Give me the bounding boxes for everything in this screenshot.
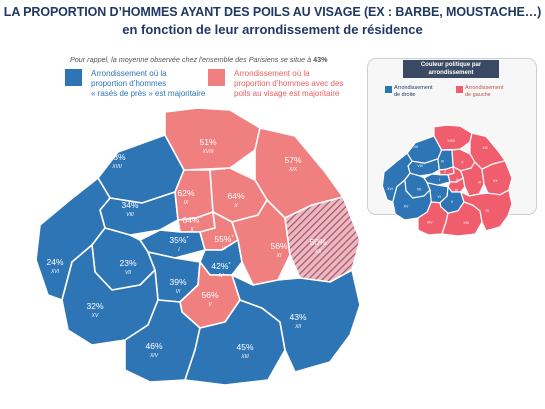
legend-hairy-line-2: proportion d’hommes avec des	[234, 79, 344, 88]
inset-district-xi-label: XI	[478, 181, 481, 185]
legend-shaved-line-1: Arrondissement où la	[91, 69, 167, 78]
district-vi-numeral: VI	[176, 289, 181, 295]
district-i-value: 35%*	[169, 235, 189, 245]
inset-legend-left-label: Arrondissement de gauche	[465, 85, 504, 98]
district-xvii-value: 38%	[108, 152, 125, 162]
district-xii-value: 43%	[289, 312, 306, 322]
district-iii-numeral: III	[222, 246, 227, 252]
average-note: Pour rappel, la moyenne observée chez l'…	[70, 55, 327, 64]
legend-shaved-line-2: proportion d’hommes	[91, 79, 167, 88]
district-ix-value: 62%	[177, 188, 194, 198]
district-x-value: 64%	[227, 191, 244, 201]
district-iv-numeral: IV	[219, 273, 224, 279]
district-xix-numeral: XIX	[288, 167, 298, 173]
district-xiv-value: 46%	[145, 341, 162, 351]
district-xx-numeral: XX	[314, 249, 322, 255]
inset-district-xviii	[433, 124, 473, 151]
district-ii-value: 64%*	[182, 215, 202, 225]
inset-legend-left-swatch	[456, 86, 463, 93]
legend-shaved-label: Arrondissement où la proportion d’hommes…	[91, 69, 205, 99]
district-x-numeral: X	[233, 203, 238, 209]
title-line-1: LA PROPORTION D’HOMMES AYANT DES POILS A…	[3, 5, 542, 19]
legend-hairy-line-1: Arrondissement où la	[234, 69, 310, 78]
district-xi-numeral: XI	[276, 253, 282, 259]
inset-legend-right-label: Arrondissement de droite	[394, 85, 433, 98]
district-xix-value: 57%	[284, 155, 301, 165]
district-vii-numeral: VII	[125, 270, 132, 276]
inset-legend-left-line-1: Arrondissement	[465, 85, 504, 91]
district-xviii-value: 51%	[199, 137, 216, 147]
inset-district-xii-label: XII	[485, 209, 489, 213]
district-xv-value: 32%	[86, 301, 103, 311]
district-xv	[61, 244, 159, 346]
district-i-numeral: I	[178, 247, 180, 253]
average-note-text: Pour rappel, la moyenne observée chez l'…	[70, 55, 314, 64]
district-viii-value: 34%	[121, 200, 138, 210]
inset-district-xiii-label: XIII	[463, 221, 468, 225]
inset-legend-left-line-2: de gauche	[465, 91, 491, 98]
district-v-numeral: V	[208, 302, 212, 308]
inset-district-i-label: I	[439, 178, 440, 182]
inset-title-line-1: Couleur politique par	[420, 62, 482, 68]
district-xiii-value: 45%	[236, 342, 253, 352]
district-xiii-numeral: XIII	[240, 354, 249, 360]
inset-district-vii-label: VII	[417, 187, 421, 191]
inset-district-viii-label: VIII	[417, 164, 422, 168]
inset-district-xviii-label: XVIII	[447, 139, 455, 143]
district-vii-value: 23%	[119, 258, 136, 268]
district-xii	[231, 269, 361, 373]
district-xvi-numeral: XVI	[50, 269, 60, 275]
district-xviii-numeral: XVIII	[202, 149, 214, 155]
district-iii-value: 55%*	[214, 234, 234, 244]
district-ii-numeral: II	[191, 227, 194, 233]
title-line-2: en fonction de leur arrondissement de ré…	[122, 22, 423, 37]
chart-title: LA PROPORTION D’HOMMES AYANT DES POILS A…	[0, 5, 545, 37]
legend-hairy-label: Arrondissement où la proportion d’hommes…	[234, 69, 343, 99]
legend-shaved-line-3: « rasés de près » est majoritaire	[91, 89, 206, 98]
district-xiv-numeral: XIV	[149, 353, 159, 359]
legend-shaved-swatch	[65, 69, 82, 86]
district-ix-numeral: IX	[184, 200, 189, 206]
inset-district-xix-label: XIX	[482, 146, 488, 150]
inset-district-xi	[460, 161, 485, 197]
district-xii-numeral: XII	[294, 324, 302, 330]
inset-legend-right-swatch	[385, 86, 392, 93]
inset-district-iii-label: III	[456, 178, 459, 182]
legend-hairy-line-3: poils au visage est majoritaire	[234, 89, 340, 98]
inset-district-ii-label: II	[444, 170, 446, 174]
inset-district-xx-label: XX	[493, 179, 498, 183]
district-xi-value: 56%	[270, 241, 287, 251]
inset-district-xv	[392, 178, 432, 221]
district-xi	[231, 199, 291, 286]
district-xvi-value: 24%	[46, 257, 63, 267]
district-xx-value: 50%	[309, 237, 326, 247]
district-vi-value: 39%	[169, 277, 186, 287]
inset-district-xiv-label: XIV	[427, 221, 433, 225]
inset-district-xvii-label: XVII	[411, 145, 418, 149]
district-v-value: 56%	[201, 290, 218, 300]
inset-district-v-label: V	[451, 200, 454, 204]
inset-district-xii	[459, 189, 513, 232]
inset-title-line-2: arrondissement	[428, 70, 474, 76]
inset-district-x-label: X	[461, 161, 464, 165]
legend-hairy-swatch	[208, 69, 225, 86]
inset-legend-right-line-1: Arrondissement	[394, 85, 433, 91]
inset-district-xv-label: XV	[404, 205, 409, 209]
inset-district-xvi-label: XVI	[387, 187, 393, 191]
district-xvii-numeral: XVII	[111, 164, 122, 170]
inset-district-vi-label: VI	[438, 195, 441, 199]
average-note-value: 43%	[313, 55, 328, 64]
inset-district-ix-label: IX	[441, 159, 445, 163]
district-iv-value: 42%*	[211, 261, 231, 271]
inset-legend-right-line-2: de droite	[394, 91, 416, 98]
inset-district-iv-label: IV	[455, 189, 459, 193]
district-viii-numeral: VIII	[126, 212, 134, 218]
inset-title: Couleur politique par arrondissement	[403, 60, 499, 78]
district-xv-numeral: XV	[91, 313, 99, 319]
